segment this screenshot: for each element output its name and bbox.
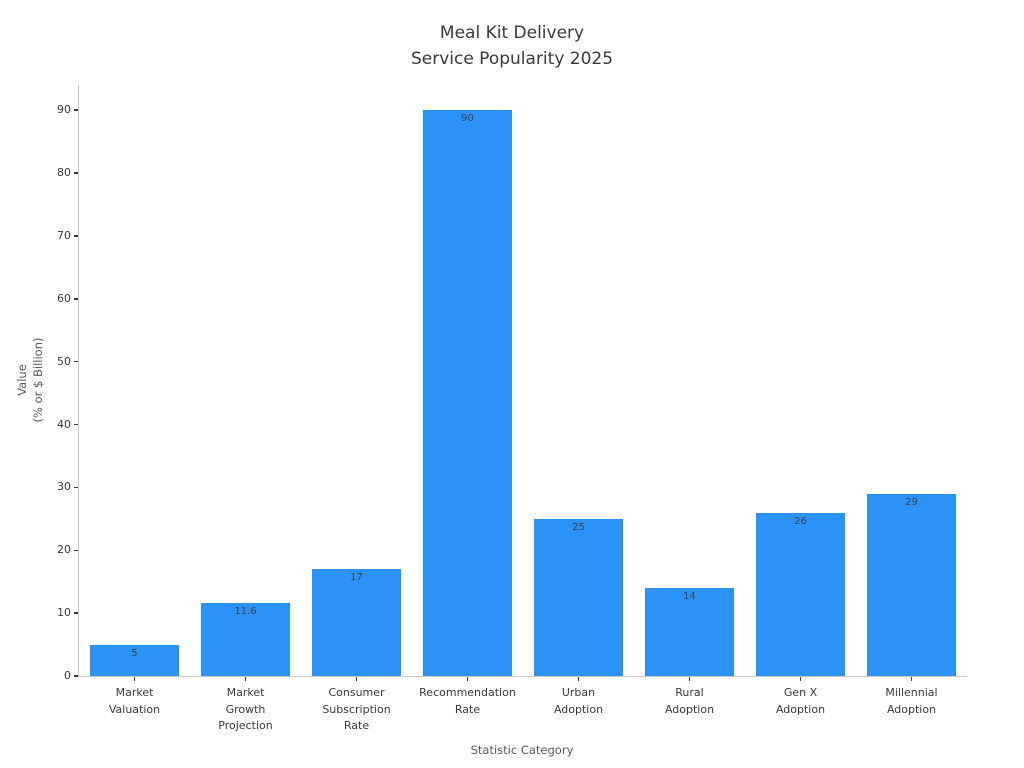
y-tick-label: 30 <box>57 480 71 494</box>
y-tick-mark <box>74 235 78 237</box>
x-tick-mark <box>799 677 802 681</box>
bar-value-label: 5 <box>131 647 138 659</box>
x-tick-label: Market Valuation <box>108 686 161 716</box>
y-tick-mark <box>74 423 78 426</box>
x-tick-mark <box>133 677 136 681</box>
y-axis-title: Value (% or $ Billion) <box>15 337 45 423</box>
bar: 25 <box>534 518 623 676</box>
y-tick-label: 80 <box>57 166 71 180</box>
y-tick-label: 90 <box>57 103 71 117</box>
y-tick-mark <box>74 675 78 677</box>
chart-title: Meal Kit Delivery Service Popularity 202… <box>410 23 614 69</box>
y-tick-mark <box>74 298 78 300</box>
bar: 90 <box>423 110 512 676</box>
x-tick-mark <box>244 677 247 681</box>
y-tick-label: 20 <box>57 543 71 557</box>
x-tick-mark <box>466 677 469 681</box>
bar: 29 <box>867 493 956 676</box>
x-tick-label: Rural Adoption <box>664 686 715 716</box>
bar-value-label: 11.6 <box>234 606 257 618</box>
bar: 14 <box>645 587 734 676</box>
x-tick-label: Millennial Adoption <box>885 686 938 716</box>
y-tick-label: 70 <box>57 228 71 242</box>
bar-value-label: 90 <box>461 113 474 125</box>
y-tick-mark <box>74 109 78 111</box>
x-tick-label: Gen X Adoption <box>775 686 826 716</box>
x-tick-mark <box>355 677 358 681</box>
x-tick-mark <box>910 677 913 681</box>
y-tick-mark <box>74 549 78 551</box>
x-tick-label: Recommendation Rate <box>419 686 516 716</box>
x-axis-title: Statistic Category <box>470 743 574 757</box>
bar-value-label: 25 <box>572 521 585 533</box>
x-tick-label: Urban Adoption <box>553 686 604 716</box>
bar: 11.6 <box>201 603 290 676</box>
bar-value-label: 26 <box>794 515 807 527</box>
bar-value-label: 14 <box>683 590 696 602</box>
y-tick-mark <box>74 486 78 489</box>
x-tick-mark <box>577 677 580 681</box>
x-tick-label: Consumer Subscription Rate <box>322 686 391 732</box>
bar-value-label: 29 <box>905 496 918 508</box>
x-tick-label: Market Growth Projection <box>218 686 273 732</box>
plot-area: 0 10 20 30 40 50 60 70 80 90 5 Market Valuation 11.6… <box>57 85 967 732</box>
y-tick-label: 50 <box>57 354 71 368</box>
y-tick-label: 0 <box>64 669 71 682</box>
bar: 17 <box>312 569 401 676</box>
x-tick-mark <box>688 677 691 681</box>
bar-value-label: 17 <box>350 572 363 584</box>
y-tick-label: 10 <box>57 606 71 620</box>
bar: 5 <box>90 644 179 676</box>
y-tick-mark <box>74 172 78 174</box>
bar: 26 <box>756 512 845 676</box>
y-tick-label: 60 <box>57 291 71 305</box>
y-tick-mark <box>74 612 78 614</box>
y-tick-mark <box>74 360 78 363</box>
y-tick-label: 40 <box>57 417 71 431</box>
